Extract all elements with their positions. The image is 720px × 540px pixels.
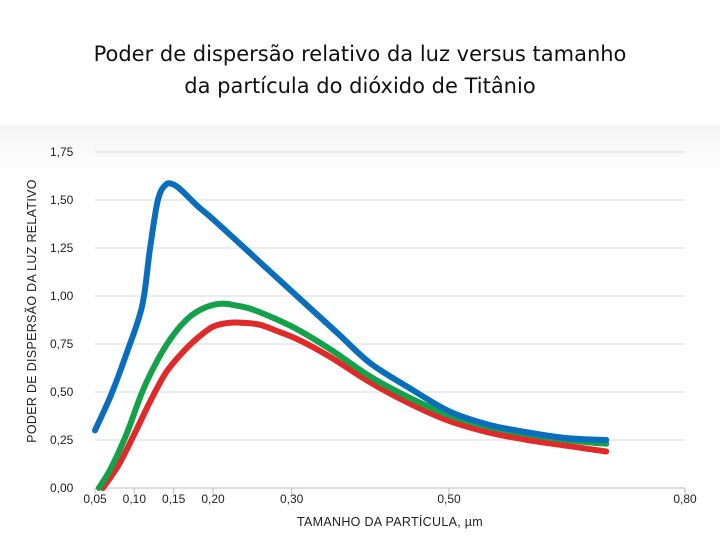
x-tick-labels: 0,05 0,10 0,15 0,20 0,30 0,50 0,80 — [83, 492, 697, 506]
x-tick-label: 0,50 — [437, 492, 461, 506]
y-tick-label: 1,50 — [50, 193, 74, 207]
series-line-blue — [92, 180, 610, 443]
slide-title-line-1: Poder de dispersão relativo da luz versu… — [93, 42, 627, 66]
y-tick-label: 0,25 — [50, 433, 74, 447]
y-tick-label: 0,00 — [50, 481, 74, 495]
chart-series — [92, 180, 610, 491]
x-tick-label: 0,80 — [673, 492, 697, 506]
y-tick-label: 0,50 — [50, 385, 74, 399]
y-tick-label: 1,75 — [50, 145, 74, 159]
x-tick-label: 0,30 — [280, 492, 304, 506]
y-tick-label: 0,75 — [50, 337, 74, 351]
series-line-green — [95, 300, 610, 491]
y-tick-label: 1,25 — [50, 241, 74, 255]
x-tick-label: 0,15 — [162, 492, 186, 506]
slide-title: Poder de dispersão relativo da luz versu… — [0, 38, 720, 102]
y-tick-label: 1,00 — [50, 289, 74, 303]
series-line-red — [99, 319, 610, 491]
x-tick-label: 0,05 — [83, 492, 107, 506]
chart: 0,00 0,25 0,50 0,75 1,00 1,25 1,50 1,75 0,05 0,1… — [25, 145, 697, 529]
slide-title-line-2: da partícula do dióxido de Titânio — [184, 74, 536, 98]
x-tick-label: 0,20 — [201, 492, 225, 506]
x-axis-label: TAMANHO DA PARTÍCULA, µm — [297, 514, 483, 529]
y-tick-labels: 0,00 0,25 0,50 0,75 1,00 1,25 1,50 1,75 — [50, 145, 74, 495]
x-tick-label: 0,10 — [123, 492, 147, 506]
y-axis-label: PODER DE DISPERSÃO DA LUZ RELATIVO — [25, 179, 39, 443]
chart-panel: 0,00 0,25 0,50 0,75 1,00 1,25 1,50 1,75 0,05 0,1… — [0, 125, 720, 540]
